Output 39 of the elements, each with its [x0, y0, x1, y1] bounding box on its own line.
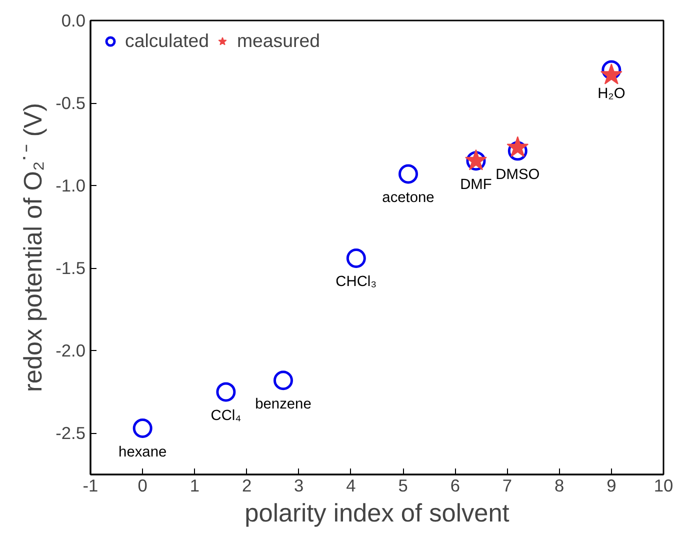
point — [132, 418, 152, 438]
annotation: CHCl₃ — [336, 274, 377, 290]
x-tick-label: 8 — [554, 476, 564, 496]
x-tick-label: 0 — [138, 476, 148, 496]
point — [506, 136, 529, 158]
x-tick-label: -1 — [82, 476, 98, 496]
x-tick-label: 6 — [450, 476, 460, 496]
x-tick-label: 1 — [190, 476, 200, 496]
point — [216, 382, 236, 402]
annotation: CCl₄ — [210, 408, 242, 424]
x-tick-label: 2 — [242, 476, 252, 496]
legend-label: calculated — [125, 30, 210, 52]
annotation: DMSO — [496, 166, 540, 183]
annotation: benzene — [255, 396, 312, 412]
x-axis-title: polarity index of solvent — [244, 500, 510, 528]
y-tick-label: -2.5 — [56, 423, 86, 444]
point — [600, 63, 622, 84]
point — [346, 248, 366, 268]
annotation: acetone — [382, 190, 434, 206]
y-tick-label: -1.5 — [56, 258, 86, 278]
point — [273, 370, 293, 390]
x-tick-label: 10 — [654, 476, 674, 496]
annotation: hexane — [118, 444, 167, 460]
annotation: H₂O — [598, 86, 626, 102]
point — [508, 141, 528, 161]
point — [602, 60, 622, 80]
y-tick-label: -0.5 — [56, 93, 86, 114]
y-tick-label: -2.0 — [56, 340, 86, 361]
legend-label: measured — [237, 30, 320, 52]
annotation: DMF — [460, 176, 492, 193]
x-tick-label: 9 — [606, 476, 616, 496]
point — [398, 164, 418, 184]
y-axis-title: redox potential of O₂˙⁻ (V) — [20, 102, 48, 392]
y-tick-label: -1.0 — [56, 176, 86, 196]
x-tick-label: 4 — [346, 476, 356, 496]
x-tick-label: 5 — [398, 476, 408, 496]
x-tick-label: 3 — [294, 476, 304, 496]
y-tick-label: 0.0 — [61, 10, 86, 30]
x-tick-label: 7 — [502, 476, 512, 496]
